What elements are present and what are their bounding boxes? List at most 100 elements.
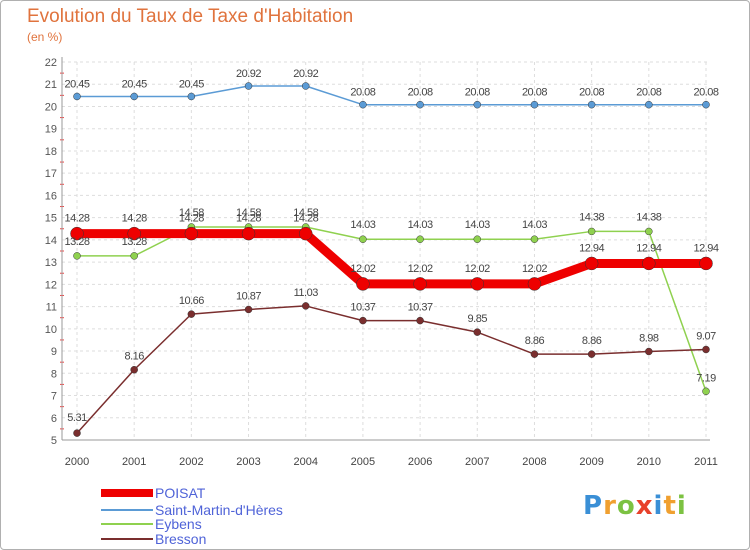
data-label-bresson: 8.86 [525, 335, 545, 347]
y-tick-label: 11 [46, 302, 57, 314]
data-label-saint-martin: 20.92 [236, 68, 261, 80]
x-tick-label: 2007 [465, 456, 489, 468]
legend-item-poisat: POISAT [101, 484, 206, 501]
legend-item-bresson: Bresson [101, 531, 206, 547]
data-point-saint-martin [301, 82, 310, 90]
data-point-poisat [413, 277, 427, 291]
data-point-poisat [699, 256, 713, 271]
data-point-bresson [359, 316, 367, 325]
data-point-poisat [356, 277, 370, 291]
x-tick-label: 2009 [579, 456, 603, 468]
data-label-eybens: 14.03 [522, 219, 547, 231]
data-label-saint-martin: 20.08 [579, 87, 604, 99]
y-tick-label: 20 [45, 101, 57, 113]
y-tick-label: 15 [45, 213, 57, 225]
data-label-saint-martin: 20.08 [693, 87, 718, 99]
logo-letter: i [676, 491, 687, 521]
data-label-poisat: 14.28 [122, 213, 147, 225]
data-point-eybens [587, 227, 596, 236]
data-label-poisat: 12.94 [579, 242, 604, 254]
legend-item-eybens: Eybens [101, 515, 202, 532]
data-label-eybens: 13.28 [122, 236, 147, 248]
data-label-bresson: 5.31 [67, 412, 87, 424]
y-tick-label: 16 [45, 190, 57, 202]
data-point-eybens [359, 235, 367, 243]
data-point-poisat [298, 226, 313, 241]
data-label-poisat: 14.28 [179, 213, 204, 225]
x-tick-label: 2005 [351, 456, 375, 468]
legend-swatch-bresson [101, 537, 153, 540]
data-point-eybens [416, 235, 424, 243]
x-tick-label: 2010 [637, 456, 661, 468]
data-point-saint-martin [702, 100, 710, 109]
logo-letter: t [663, 491, 677, 521]
data-point-bresson [130, 365, 138, 374]
data-label-poisat: 12.94 [693, 242, 718, 254]
data-point-poisat [241, 226, 256, 241]
data-point-saint-martin [130, 92, 138, 101]
y-tick-label: 7 [51, 391, 57, 403]
data-label-bresson: 9.07 [696, 331, 716, 343]
data-label-saint-martin: 20.08 [350, 87, 375, 99]
data-label-eybens: 14.03 [408, 219, 433, 231]
data-label-eybens: 14.58 [293, 207, 318, 219]
logo-letter: o [616, 491, 636, 521]
data-label-poisat: 12.02 [465, 263, 490, 275]
data-point-eybens [645, 227, 653, 236]
y-tick-label: 18 [45, 146, 57, 158]
y-tick-label: 12 [45, 279, 57, 291]
series-line-eybens [77, 226, 707, 392]
y-tick-label: 22 [45, 57, 57, 69]
x-tick-label: 2003 [236, 456, 260, 468]
x-tick-label: 2002 [179, 456, 203, 468]
data-label-saint-martin: 20.08 [636, 87, 661, 99]
data-point-saint-martin [587, 100, 596, 109]
data-point-poisat [642, 256, 656, 271]
data-label-saint-martin: 20.08 [465, 87, 490, 99]
data-label-bresson: 11.03 [294, 287, 319, 299]
data-point-eybens [530, 235, 539, 243]
y-tick-label: 17 [45, 168, 57, 180]
data-label-bresson: 8.16 [124, 351, 144, 363]
data-point-poisat [584, 256, 599, 271]
logo-letter: P [583, 491, 604, 521]
data-point-saint-martin [473, 100, 482, 109]
x-tick-label: 2001 [122, 456, 146, 468]
data-point-bresson [73, 429, 81, 437]
data-label-saint-martin: 20.08 [408, 87, 433, 99]
x-tick-label: 2004 [293, 456, 317, 468]
data-label-poisat: 14.28 [236, 213, 261, 225]
data-point-bresson [244, 305, 253, 314]
data-label-poisat: 12.02 [350, 263, 375, 275]
data-point-poisat [527, 277, 542, 291]
logo-letter: r [603, 491, 617, 521]
chart-title: Evolution du Taux de Taxe d'Habitation [27, 6, 354, 27]
series-line-saint-martin [77, 85, 706, 106]
data-point-poisat [127, 226, 141, 241]
data-point-saint-martin [645, 100, 653, 109]
data-point-saint-martin [416, 100, 424, 109]
data-label-eybens: 13.28 [64, 236, 89, 248]
data-label-eybens: 14.38 [579, 211, 604, 223]
data-point-saint-martin [359, 100, 367, 109]
legend-label-poisat: POISAT [155, 484, 206, 501]
data-label-eybens: 14.58 [179, 207, 204, 219]
data-point-bresson [530, 350, 539, 358]
data-label-eybens: 14.03 [465, 219, 490, 231]
legend-label-eybens: Eybens [155, 515, 202, 532]
chart-subtitle: (en %) [27, 30, 63, 44]
data-point-poisat [184, 226, 199, 241]
y-tick-label: 19 [45, 124, 57, 136]
y-tick-label: 6 [51, 413, 57, 425]
x-tick-label: 2011 [694, 456, 718, 468]
data-label-poisat: 12.02 [408, 263, 433, 275]
y-tick-label: 10 [45, 324, 57, 336]
data-point-eybens [473, 235, 482, 243]
data-point-eybens [130, 252, 138, 260]
x-tick-label: 2008 [522, 456, 546, 468]
y-tick-label: 14 [45, 235, 57, 247]
data-label-saint-martin: 20.92 [293, 68, 318, 80]
data-label-eybens: 7.19 [696, 372, 716, 384]
